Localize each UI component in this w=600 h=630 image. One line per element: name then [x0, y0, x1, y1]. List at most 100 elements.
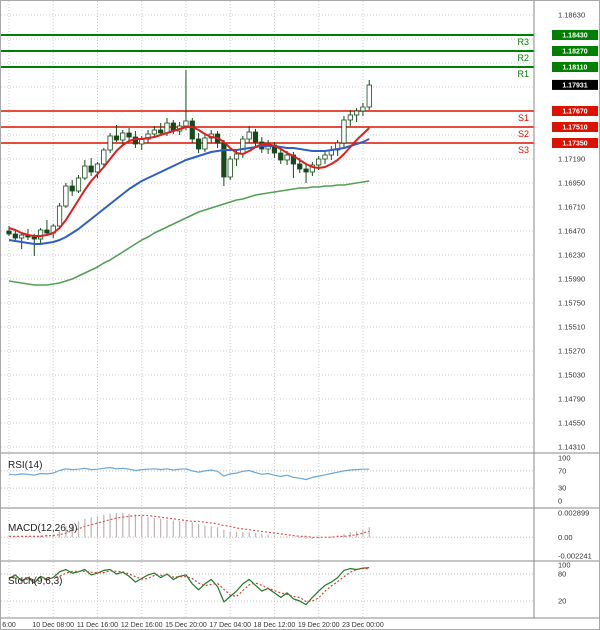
macd-panel-label: MACD(12,26,9) — [8, 523, 78, 534]
resistance-badge-r1-text: 1.18110 — [563, 65, 588, 72]
candle — [341, 116, 347, 148]
candle — [107, 133, 113, 153]
candle — [322, 151, 328, 164]
candle-body — [366, 84, 372, 108]
support-badge-s1-bg — [552, 106, 598, 116]
x-axis-label: 18 Dec 12:00 — [254, 622, 296, 629]
candle-body — [31, 236, 37, 240]
candle-body — [82, 165, 88, 179]
support-badge-s2: 1.17510 — [552, 122, 598, 132]
candle — [120, 130, 126, 146]
candle-body — [278, 152, 284, 161]
price-axis-label: 1.16230 — [558, 251, 585, 260]
x-axis-label: 11 Dec 16:00 — [77, 622, 118, 629]
candle-body — [233, 153, 240, 160]
candle — [189, 118, 195, 143]
pivot-label-s3: S3 — [518, 145, 529, 155]
candle-body — [126, 132, 132, 138]
candle — [31, 234, 37, 256]
stoch-axis-label: 100 — [558, 561, 571, 570]
candle-body — [19, 234, 25, 239]
candle-body — [189, 120, 195, 140]
candle — [195, 133, 202, 153]
candle-body — [227, 158, 233, 178]
pivot-label-r3: R3 — [517, 37, 529, 47]
candle — [63, 183, 69, 208]
resistance-badge-r3-text: 1.18430 — [562, 33, 587, 40]
candle-body — [183, 120, 189, 127]
support-badge-s2-bg — [552, 122, 598, 132]
candle-body — [252, 131, 259, 143]
resistance-badge-r2: 1.18270 — [552, 46, 598, 56]
candle — [158, 123, 164, 136]
rsi-axis-label: 100 — [558, 454, 571, 463]
candle-body — [12, 233, 18, 239]
candle — [12, 230, 18, 241]
candle-body — [221, 142, 227, 178]
price-axis-label: 1.16710 — [558, 203, 585, 212]
candle-body — [316, 158, 322, 166]
candle-body — [202, 137, 208, 150]
candle-body — [246, 131, 252, 140]
ma-fast-line — [8, 126, 370, 237]
candle-body — [341, 119, 347, 144]
candle — [252, 129, 259, 146]
candle — [56, 203, 63, 228]
macd-axis-label: 0.00 — [558, 533, 573, 542]
candle — [75, 175, 82, 193]
candle-body — [240, 138, 246, 155]
last-price-badge: 1.17931 — [552, 79, 598, 90]
x-axis-label: 23 Dec 00:00 — [342, 622, 384, 629]
stoch-d-line — [8, 567, 370, 603]
resistance-badge-r3-bg — [552, 30, 598, 40]
candle — [347, 110, 353, 126]
x-axis-label: 15 Dec 20:00 — [165, 622, 207, 629]
pivot-label-s2: S2 — [518, 129, 529, 139]
price-axis-label: 1.15510 — [558, 323, 585, 332]
price-axis-label: 1.14310 — [558, 443, 585, 452]
resistance-badge-r2-bg — [552, 46, 598, 56]
stoch-panel-label: Stoch(9,6,3) — [8, 576, 63, 587]
candle — [44, 220, 50, 235]
candle — [246, 126, 252, 143]
candle — [360, 103, 366, 116]
macd-axis-label: -0.002241 — [558, 552, 592, 561]
rsi-axis-label: 70 — [558, 466, 566, 475]
candle-body — [297, 163, 303, 170]
rsi-panel-label: RSI(14) — [8, 460, 43, 471]
candle-body — [44, 229, 50, 234]
candle-body — [107, 135, 113, 151]
ma-slow-line — [8, 180, 370, 286]
stoch-axis-label: 80 — [558, 570, 566, 579]
candle — [353, 108, 360, 122]
candle-body — [113, 135, 120, 141]
candle-body — [6, 230, 12, 235]
support-badge-s3-bg — [552, 138, 598, 148]
candle-body — [284, 154, 290, 161]
candle-body — [63, 185, 69, 207]
candle — [366, 80, 372, 110]
support-badge-s3-text: 1.17350 — [562, 141, 587, 148]
price-axis-label: 1.15750 — [558, 299, 585, 308]
candle — [101, 148, 107, 166]
candle-body — [353, 110, 360, 116]
candle-body — [360, 106, 366, 112]
price-axis-label: 1.15990 — [558, 275, 585, 284]
support-badge-s3: 1.17350 — [552, 138, 598, 148]
candle — [113, 125, 120, 142]
candle-body — [56, 205, 63, 227]
candle-body — [101, 149, 107, 165]
pivot-label-r2: R2 — [517, 53, 529, 63]
last-price-badge-text: 1.17931 — [562, 82, 587, 89]
rsi-axis-label: 0 — [558, 497, 562, 506]
rsi-axis-label: 30 — [558, 484, 566, 493]
price-axis-label: 1.18630 — [558, 11, 585, 20]
candle — [88, 158, 94, 176]
resistance-badge-r2-text: 1.18270 — [562, 49, 587, 56]
candle-body — [195, 138, 202, 150]
candle-body — [309, 164, 315, 173]
macd-signal-line — [9, 514, 370, 538]
candle-body — [38, 229, 44, 240]
